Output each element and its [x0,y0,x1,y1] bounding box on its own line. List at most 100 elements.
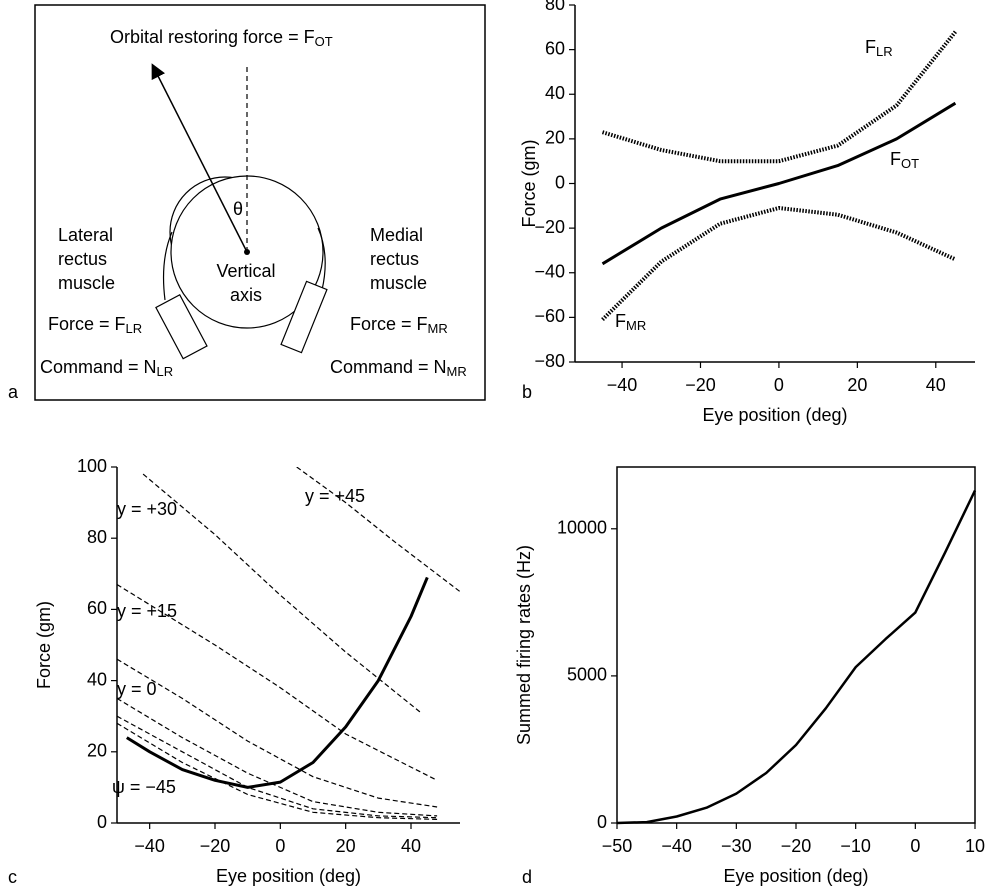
series-line [117,583,438,781]
y-axis-title: Force (gm) [519,139,539,227]
label-sub: OT [901,156,919,171]
label-text: Command = N [330,357,447,377]
label-text: Command = N [40,357,157,377]
lateral-label: Lateral [58,225,113,245]
series-group [601,30,957,322]
center-label: Vertical [216,261,275,281]
series-line [601,206,957,322]
y-tick-label: −20 [534,217,565,237]
diagram-frame [34,4,486,401]
y-tick-label: 80 [87,527,107,547]
label-sub: LR [126,321,143,336]
diagram-title: Orbital restoring force = FOT [110,27,333,50]
x-tick-label: 10 [965,836,985,856]
series-line [296,467,460,593]
lateral-muscle [155,294,208,360]
medial-label: rectus [370,249,419,269]
x-tick-label: −20 [685,375,716,395]
y-tick-label: 40 [87,669,107,689]
label-text: Orbital restoring force = F [110,27,315,47]
series-line [126,576,429,789]
x-tick-label: 20 [847,375,867,395]
annotation: y = +30 [117,499,177,519]
command-lr: Command = NLR [40,357,173,380]
gaze-arrow [151,63,248,253]
label-sub: MR [626,318,646,333]
lateral-muscle-band [162,231,173,301]
label-sub: MR [447,364,467,379]
series-line [601,101,957,266]
label-sub: MR [428,321,448,336]
annotation: y = +45 [305,486,365,506]
y-tick-label: 20 [87,741,107,761]
x-tick-label: 0 [774,375,784,395]
y-tick-label: 60 [545,38,565,58]
label-sub: OT [315,34,333,49]
diagram: Orbital restoring force = FOT θ Lateral … [34,4,486,401]
medial-label: muscle [370,273,427,293]
theta: θ [233,199,243,219]
x-tick-label: −50 [602,836,633,856]
y-tick-label: 20 [545,128,565,148]
y-tick-label: 5000 [567,665,607,685]
y-tick-label: 60 [87,598,107,618]
x-axis-title: Eye position (deg) [702,405,847,425]
series-line [601,30,957,164]
label-text: F [890,149,901,169]
series-line [117,658,438,808]
lateral-label: muscle [58,273,115,293]
series-group [117,467,460,820]
panel-label: b [522,382,532,402]
series-label: FOT [890,149,919,172]
y-tick-label: −40 [534,262,565,282]
panel-label: a [8,382,19,402]
series-label: FMR [615,311,646,334]
y-tick-label: −80 [534,351,565,371]
force-lr: Force = FLR [48,314,142,337]
series-line [616,489,977,825]
x-axis-title: Eye position (deg) [216,866,361,886]
y-tick-label: 40 [545,83,565,103]
annotation: y = +15 [117,601,177,621]
label-sub: LR [157,364,174,379]
y-tick-label: 0 [555,172,565,192]
y-tick-label: 0 [597,812,607,832]
x-axis-title: Eye position (deg) [723,866,868,886]
x-tick-label: −30 [721,836,752,856]
x-tick-label: −10 [840,836,871,856]
annotation: y = 0 [117,679,157,699]
lateral-label: rectus [58,249,107,269]
x-tick-label: 0 [275,836,285,856]
y-tick-label: 100 [77,456,107,476]
annotation: ψ = −45 [112,777,176,797]
series-group [616,489,977,825]
medial-muscle-band [317,227,326,291]
y-tick-label: 0 [97,812,107,832]
panel-label: c [8,867,17,887]
label-text: F [865,37,876,57]
x-tick-label: 0 [910,836,920,856]
x-tick-label: −20 [200,836,231,856]
series-line [117,697,438,817]
panel-label: d [522,867,532,887]
series-label: FLR [865,37,893,60]
center-label: axis [230,285,262,305]
plot-frame [616,466,976,824]
label-text: Force = F [48,314,126,334]
y-tick-label: 80 [545,0,565,14]
x-tick-label: −40 [661,836,692,856]
x-tick-label: 40 [401,836,421,856]
y-tick-label: 10000 [557,518,607,538]
force-mr: Force = FMR [350,314,448,337]
axis-point [244,249,250,255]
label-text: F [615,311,626,331]
series-line [117,722,438,820]
label-text: Force = F [350,314,428,334]
y-axis-title: Force (gm) [34,601,54,689]
command-mr: Command = NMR [330,357,467,380]
x-tick-label: −40 [134,836,165,856]
y-tick-label: −60 [534,306,565,326]
y-axis-title: Summed firing rates (Hz) [514,545,534,745]
x-tick-label: 20 [336,836,356,856]
